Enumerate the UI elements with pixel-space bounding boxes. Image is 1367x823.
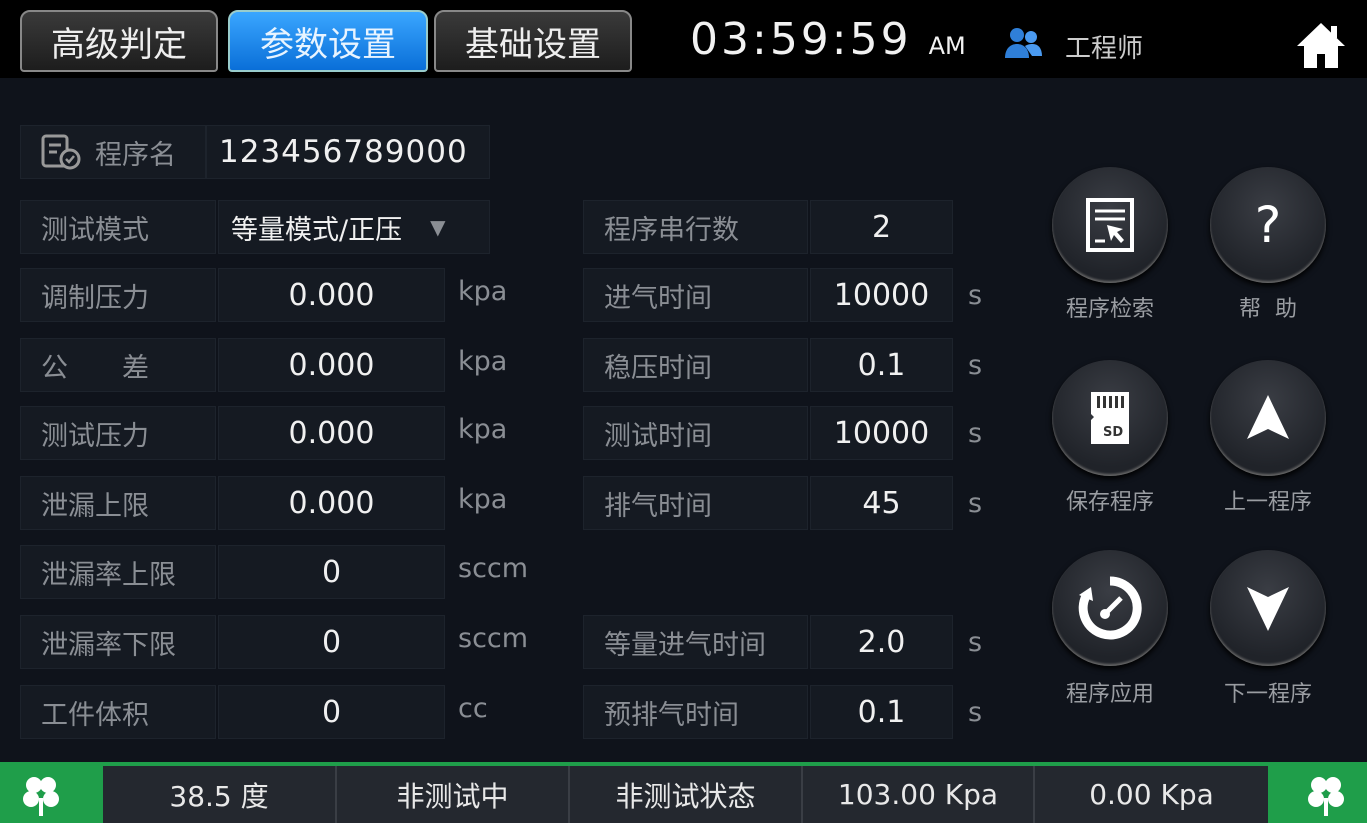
param-unit: kpa	[458, 414, 508, 445]
test-mode-select[interactable]: 等量模式/正压 ▼	[218, 200, 490, 254]
gauge-gear-icon	[1075, 573, 1145, 643]
test-mode-label: 测试模式	[20, 200, 216, 254]
param-value-field[interactable]: 0.000	[218, 406, 445, 460]
home-icon[interactable]	[1295, 20, 1347, 70]
param-unit: kpa	[458, 346, 508, 377]
help-button[interactable]: ?	[1210, 167, 1326, 283]
test-mode-value: 等量模式/正压	[231, 214, 403, 246]
clover-icon	[1308, 777, 1344, 816]
program-search-icon	[1085, 197, 1135, 253]
program-search-button[interactable]	[1052, 167, 1168, 283]
param-value-field[interactable]: 10000	[810, 406, 953, 460]
param-label: 调制压力	[20, 268, 216, 322]
param-value-field[interactable]: 0.000	[218, 268, 445, 322]
status-bar: 38.5 度 非测试中 非测试状态 103.00 Kpa 0.00 Kpa	[0, 762, 1367, 823]
param-unit: kpa	[458, 276, 508, 307]
question-icon: ?	[1254, 196, 1282, 254]
status-testing: 非测试中	[337, 766, 570, 823]
param-label: 预排气时间	[583, 685, 808, 739]
param-value-field[interactable]: 0.1	[810, 338, 953, 392]
save-program-button[interactable]: SD	[1052, 360, 1168, 476]
param-label: 等量进气时间	[583, 615, 808, 669]
program-name-label-text: 程序名	[95, 139, 176, 171]
program-name-field[interactable]: 123456789000	[206, 125, 490, 179]
param-value-field[interactable]: 0	[218, 615, 445, 669]
program-name-label: 程序名	[20, 125, 206, 179]
user-role: 工程师	[1065, 34, 1144, 64]
param-unit: kpa	[458, 484, 508, 515]
param-label: 测试时间	[583, 406, 808, 460]
apply-program-button[interactable]	[1052, 550, 1168, 666]
param-label: 公 差	[20, 338, 216, 392]
param-value-field[interactable]: 0.000	[218, 476, 445, 530]
param-label: 程序串行数	[583, 200, 808, 254]
status-state: 非测试状态	[570, 766, 803, 823]
arrow-up-icon	[1245, 393, 1291, 443]
param-value-field[interactable]: 0	[218, 545, 445, 599]
param-label: 排气时间	[583, 476, 808, 530]
clock-time: 03:59:59	[690, 14, 912, 65]
param-unit: sccm	[458, 623, 529, 654]
param-label: 泄漏上限	[20, 476, 216, 530]
param-unit: s	[968, 488, 983, 519]
tab-parameter-settings[interactable]: 参数设置	[228, 10, 428, 72]
param-unit: s	[968, 418, 983, 449]
button-label: 程序应用	[1065, 682, 1154, 707]
arrow-down-icon	[1245, 583, 1291, 633]
param-value-field[interactable]: 2.0	[810, 615, 953, 669]
svg-text:SD: SD	[1103, 425, 1123, 440]
param-value-field[interactable]: 0.1	[810, 685, 953, 739]
param-value-field[interactable]: 10000	[810, 268, 953, 322]
param-unit: s	[968, 697, 983, 728]
tab-basic-settings[interactable]: 基础设置	[434, 10, 632, 72]
status-pressure-1: 103.00 Kpa	[803, 766, 1035, 823]
param-label: 测试压力	[20, 406, 216, 460]
status-temperature: 38.5 度	[103, 766, 337, 823]
button-label: 上一程序	[1223, 490, 1312, 515]
param-value-field[interactable]: 2	[810, 200, 953, 254]
param-value-field[interactable]: 45	[810, 476, 953, 530]
clock-ampm: AM	[928, 32, 966, 60]
param-unit: s	[968, 627, 983, 658]
button-label: 保存程序	[1065, 490, 1154, 515]
param-label: 泄漏率下限	[20, 615, 216, 669]
param-unit: s	[968, 280, 983, 311]
clock: 03:59:59 AM	[690, 14, 966, 65]
param-value-field[interactable]: 0	[218, 685, 445, 739]
users-icon	[1005, 28, 1042, 58]
button-label: 帮 助	[1239, 297, 1297, 322]
param-value-field[interactable]: 0.000	[218, 338, 445, 392]
param-label: 稳压时间	[583, 338, 808, 392]
clover-icon	[23, 777, 59, 816]
top-bar: 高级判定 参数设置 基础设置 03:59:59 AM 工程师	[0, 0, 1367, 78]
param-label: 进气时间	[583, 268, 808, 322]
param-label: 工件体积	[20, 685, 216, 739]
sd-card-icon: SD	[1087, 390, 1133, 446]
program-doc-check-icon	[41, 134, 81, 170]
param-unit: sccm	[458, 553, 529, 584]
previous-program-button[interactable]	[1210, 360, 1326, 476]
param-label: 泄漏率上限	[20, 545, 216, 599]
tab-advanced-judgement[interactable]: 高级判定	[20, 10, 218, 72]
status-pressure-2: 0.00 Kpa	[1035, 766, 1268, 823]
next-program-button[interactable]	[1210, 550, 1326, 666]
param-unit: s	[968, 350, 983, 381]
param-unit: cc	[458, 693, 488, 724]
button-label: 下一程序	[1223, 682, 1312, 707]
button-label: 程序检索	[1065, 297, 1154, 322]
chevron-down-icon[interactable]: ▼	[430, 215, 446, 239]
